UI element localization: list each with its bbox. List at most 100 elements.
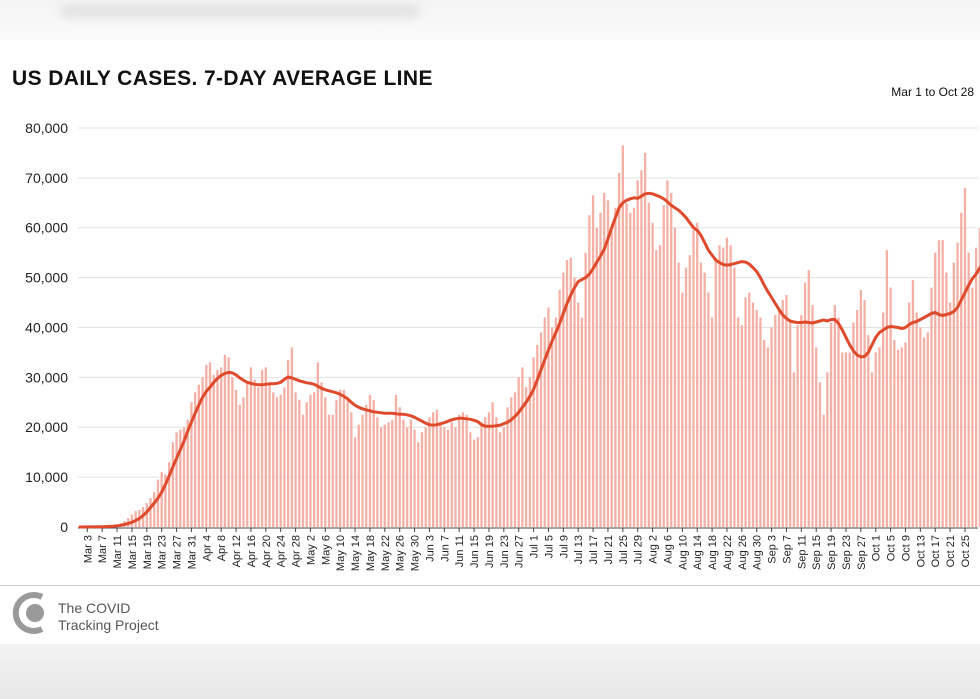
daily-case-bar	[149, 498, 152, 527]
x-tick-label: Aug 30	[752, 535, 764, 570]
daily-case-bar	[357, 424, 360, 527]
date-range-label: Mar 1 to Oct 28	[891, 85, 974, 99]
daily-case-bar	[978, 227, 980, 528]
daily-case-bar	[867, 334, 870, 527]
daily-case-bar	[692, 230, 695, 527]
daily-case-bar	[781, 300, 784, 527]
daily-case-bar	[647, 202, 651, 527]
daily-case-bar	[874, 352, 877, 527]
daily-case-bar	[428, 417, 431, 527]
daily-case-bar	[577, 302, 580, 527]
daily-case-bar	[900, 347, 903, 527]
daily-case-bar	[320, 382, 323, 527]
x-tick-label: Apr 8	[216, 535, 228, 561]
daily-case-bar	[305, 402, 308, 527]
seven-day-average-line	[78, 191, 980, 529]
daily-case-bar	[268, 384, 271, 527]
x-tick-label: Mar 27	[172, 535, 184, 569]
x-tick-label: Oct 17	[930, 535, 942, 567]
daily-case-bar	[417, 442, 420, 527]
x-tick-label: Jul 5	[543, 535, 555, 558]
daily-case-bar	[815, 347, 818, 527]
y-tick-label: 60,000	[25, 220, 68, 236]
daily-case-bar	[722, 247, 725, 528]
daily-case-bar	[331, 414, 334, 527]
daily-case-bar	[770, 327, 773, 527]
daily-case-bar	[796, 324, 799, 527]
daily-case-bar	[855, 310, 859, 527]
daily-case-bar	[432, 412, 435, 527]
x-tick-label: May 30	[410, 535, 422, 571]
daily-case-bar	[591, 195, 595, 527]
x-tick-label: May 10	[335, 535, 347, 571]
x-tick-label: Mar 23	[157, 535, 169, 569]
daily-case-bar	[167, 462, 171, 527]
daily-case-bar	[201, 377, 204, 527]
daily-case-bar	[171, 442, 174, 527]
x-tick-label: Oct 1	[871, 535, 883, 561]
daily-case-bar	[971, 287, 974, 527]
daily-case-bar	[264, 367, 267, 527]
daily-case-bar	[413, 429, 416, 527]
daily-case-bar	[405, 427, 409, 527]
daily-case-bar	[365, 404, 368, 527]
daily-case-bar	[220, 367, 223, 527]
x-tick-label: Mar 11	[112, 535, 124, 568]
daily-case-bar	[859, 290, 863, 527]
daily-case-bar	[922, 337, 926, 527]
x-tick-label: May 14	[350, 535, 362, 571]
daily-case-bar	[658, 245, 662, 527]
daily-case-bar	[223, 354, 227, 527]
daily-case-bar	[513, 392, 517, 527]
daily-case-bar	[960, 212, 963, 527]
y-axis-ticks: 0 10,000 20,000 30,000 40,000 50,000 60,000 70,…	[25, 120, 68, 535]
daily-case-bar	[963, 187, 967, 528]
daily-case-bar	[290, 347, 293, 527]
daily-case-bar	[543, 317, 546, 527]
y-tick-label: 0	[60, 519, 68, 535]
daily-case-bar	[759, 317, 762, 527]
daily-case-bar	[822, 414, 825, 527]
daily-case-bar	[911, 280, 915, 527]
daily-case-bar	[372, 399, 375, 527]
daily-case-bar	[227, 357, 230, 527]
daily-case-bar	[803, 282, 807, 527]
daily-case-bar	[439, 424, 442, 527]
daily-case-bar	[446, 429, 450, 527]
daily-case-bar	[283, 387, 286, 527]
daily-case-bar	[878, 347, 881, 527]
x-tick-label: Apr 20	[261, 535, 273, 567]
x-tick-label: Sep 27	[856, 535, 868, 570]
daily-case-bar	[205, 364, 208, 527]
daily-case-bar	[391, 419, 394, 527]
daily-case-bar	[398, 407, 401, 527]
daily-case-bar	[532, 357, 535, 527]
daily-case-bar	[409, 419, 413, 527]
x-tick-label: Oct 13	[915, 535, 927, 567]
daily-case-bar	[580, 317, 584, 527]
daily-case-bar	[465, 414, 468, 527]
daily-case-bar	[714, 257, 717, 527]
daily-case-bar	[506, 407, 509, 527]
x-tick-label: Mar 31	[186, 535, 198, 569]
daily-case-bar	[402, 419, 405, 527]
daily-case-bar	[294, 392, 297, 527]
daily-case-bar	[870, 372, 874, 527]
x-tick-label: Mar 19	[142, 535, 154, 569]
daily-case-bar	[896, 349, 900, 527]
daily-case-bar	[926, 332, 929, 527]
background-strip-top	[0, 0, 980, 40]
daily-case-bar	[539, 332, 543, 527]
x-tick-label: Jul 1	[529, 535, 541, 558]
x-tick-label: May 6	[320, 535, 332, 565]
daily-case-bar	[454, 427, 457, 527]
y-tick-label: 30,000	[25, 369, 68, 385]
brand-line-1: The COVID	[58, 600, 131, 616]
y-tick-label: 40,000	[25, 319, 68, 335]
x-tick-label: Jul 29	[633, 535, 645, 564]
x-axis-ticks: Mar 3 Mar 7 Mar 11 Mar 15 Mar 19 Mar 23 Mar 27…	[82, 528, 972, 571]
daily-case-bar	[498, 432, 502, 527]
daily-case-bar	[208, 362, 212, 527]
daily-case-bar	[800, 315, 803, 527]
daily-case-bar	[517, 377, 520, 527]
